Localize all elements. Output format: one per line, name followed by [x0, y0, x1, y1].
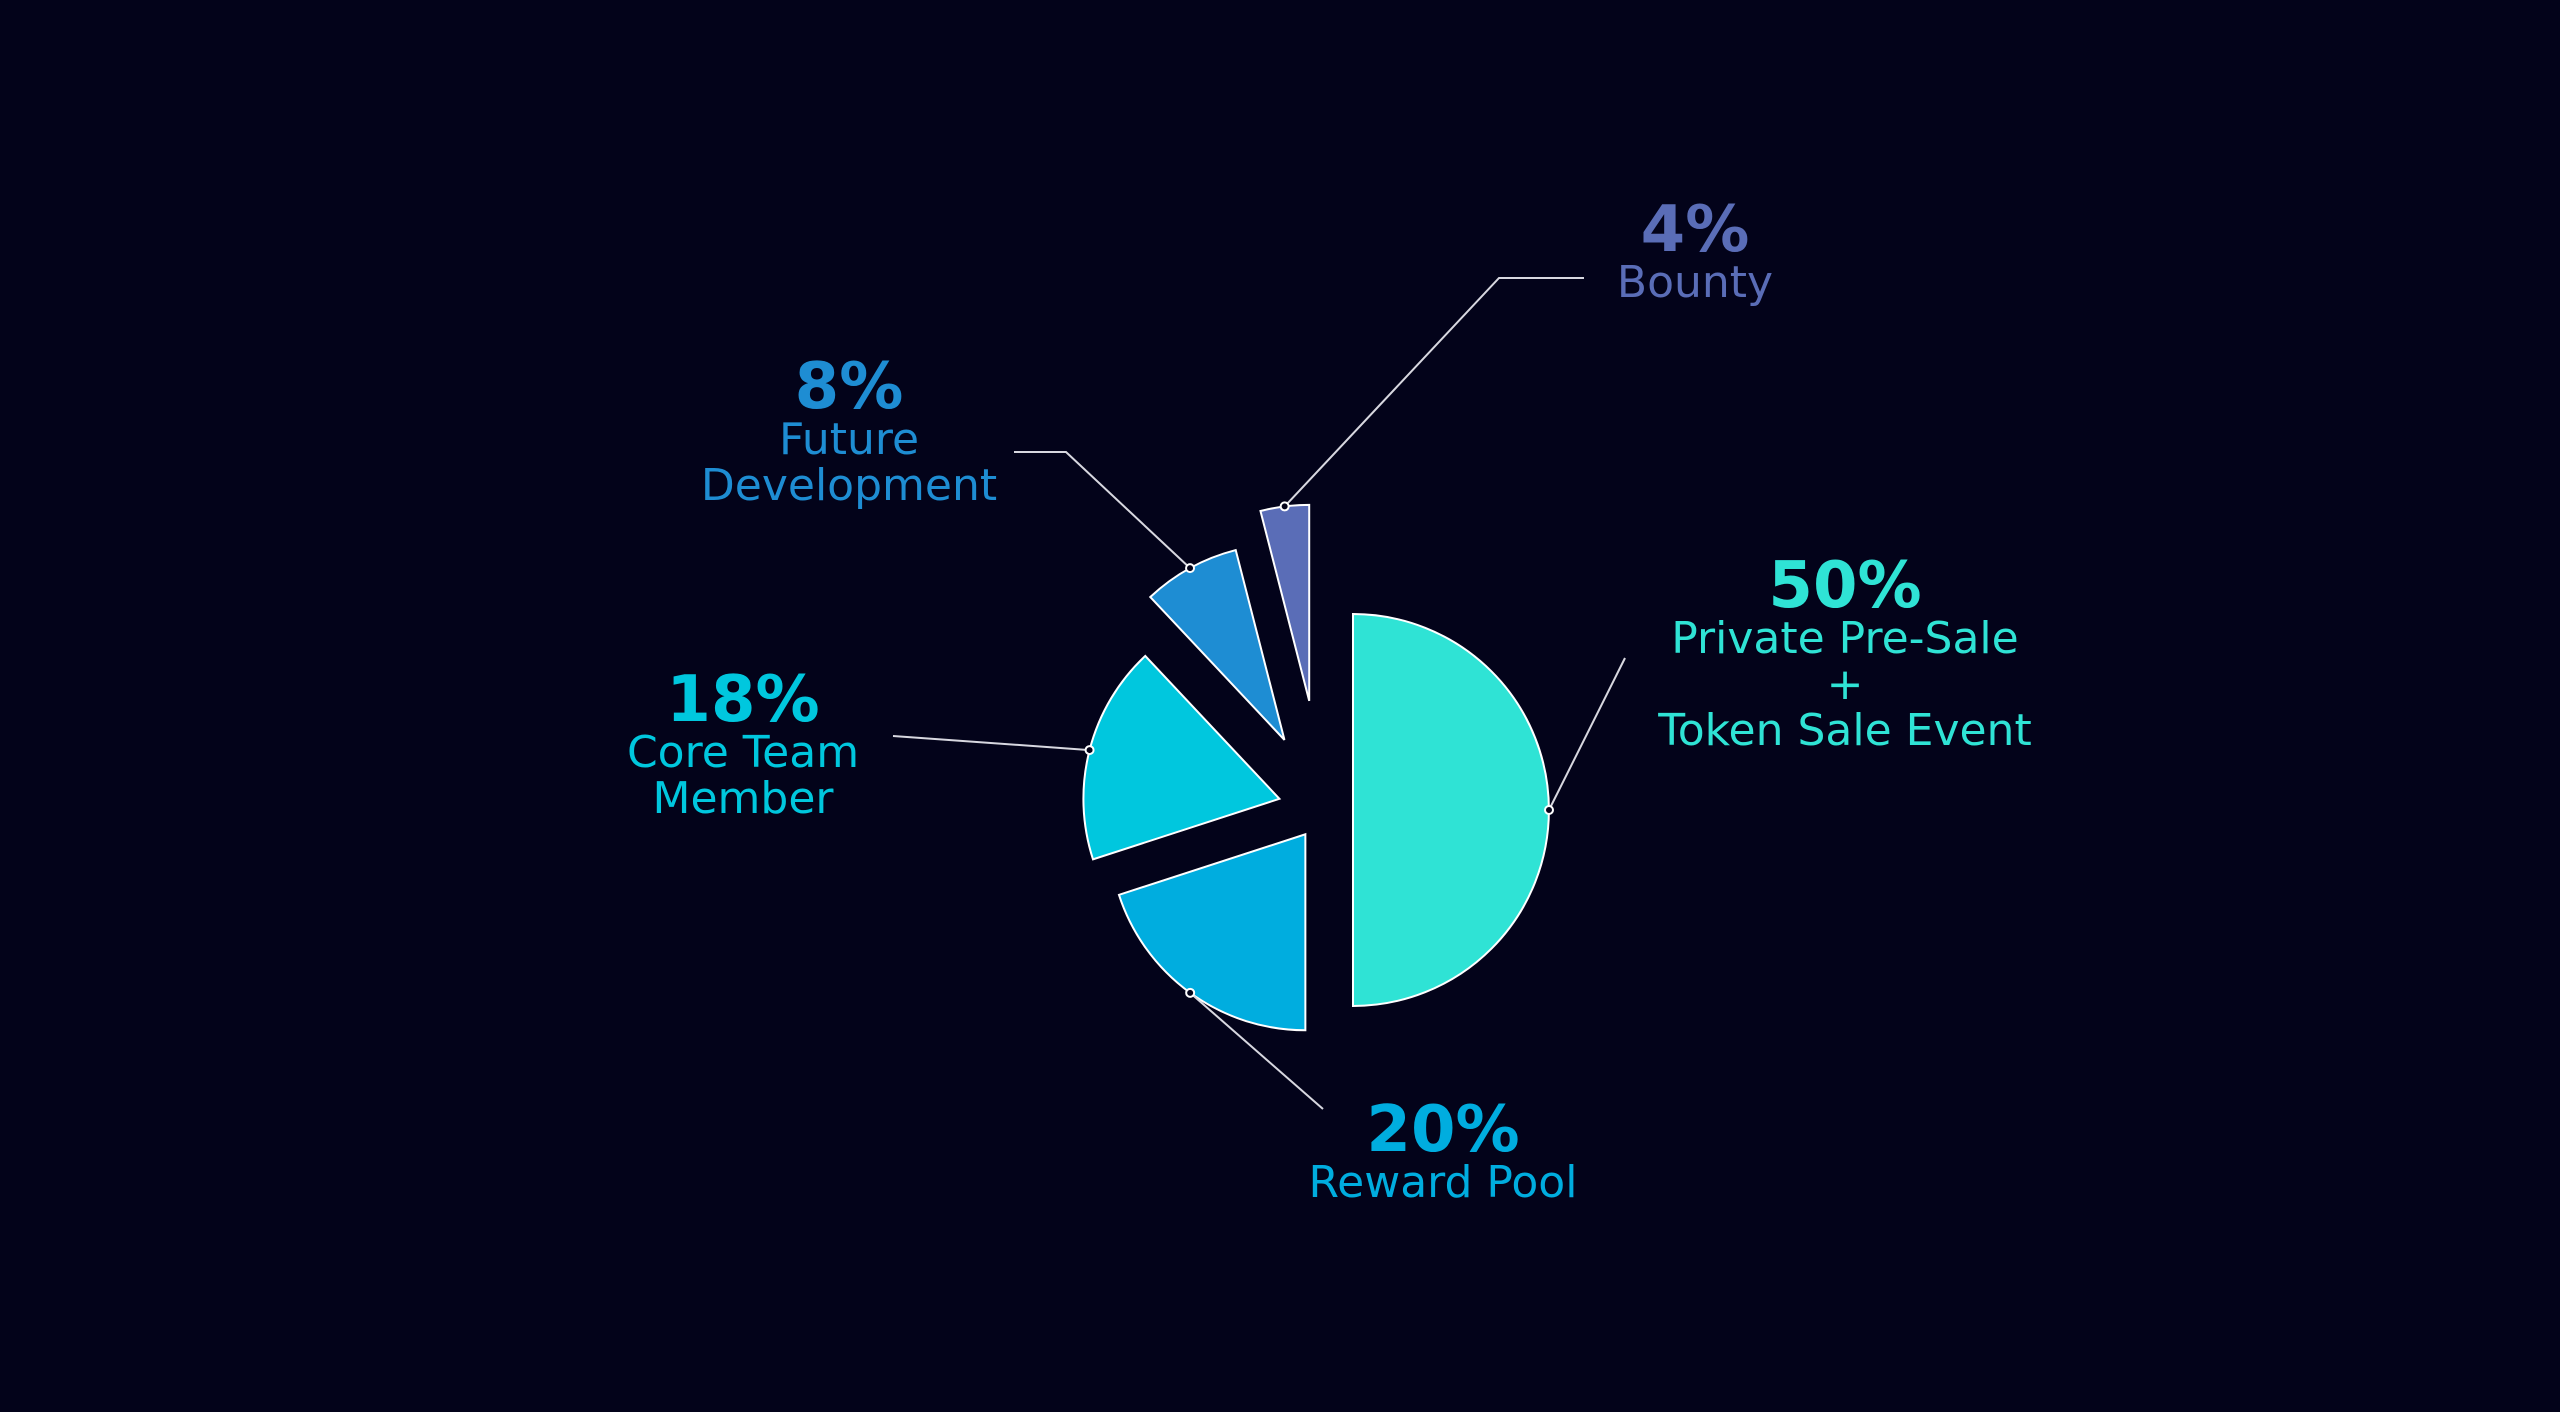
value-label: 18% [666, 663, 820, 737]
pie-slice [1117, 832, 1307, 1032]
value-label: 50% [1768, 549, 1922, 623]
leader-line [1548, 657, 1626, 811]
value-label: 20% [1366, 1093, 1520, 1167]
leader-dot [1279, 501, 1290, 512]
leader-dot [1084, 745, 1095, 756]
category-label: Future Development [700, 414, 998, 511]
pie-slice [1352, 612, 1550, 1008]
category-label: Bounty [1616, 257, 1774, 308]
leader-line [1283, 277, 1584, 508]
leader-dot [1185, 563, 1196, 574]
leader-line [1189, 992, 1324, 1110]
value-label: 4% [1640, 193, 1750, 267]
category-label: Reward Pool [1308, 1157, 1578, 1208]
leader-line [1014, 451, 1191, 569]
leader-dot [1185, 987, 1196, 998]
category-label: Private Pre-Sale + Token Sale Event [1658, 613, 2032, 756]
leader-dot [1544, 805, 1554, 815]
category-label: Core Team Member [626, 727, 860, 824]
value-label: 8% [794, 350, 904, 424]
leader-line [892, 735, 1090, 752]
